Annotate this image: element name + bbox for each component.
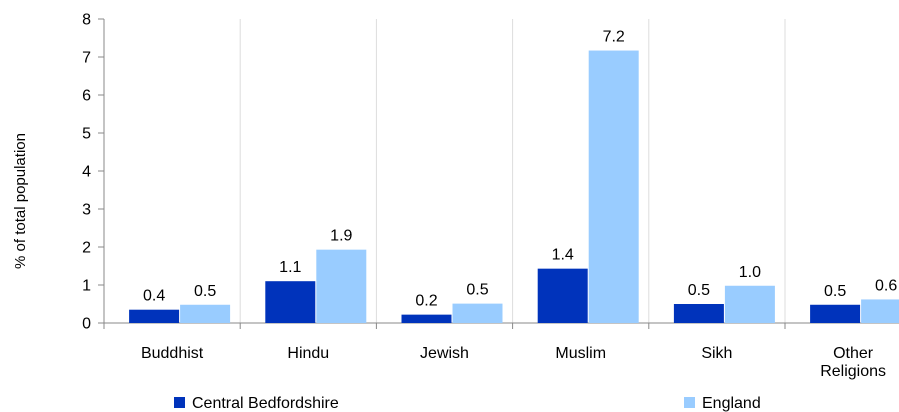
category-label: Jewish <box>420 345 469 362</box>
y-tick-label: 1 <box>82 278 91 295</box>
y-tick-label: 0 <box>82 316 91 333</box>
category-label: Buddhist <box>141 345 204 362</box>
bar-central-bedfordshire <box>129 309 180 323</box>
bar-england <box>180 304 231 323</box>
bars <box>129 50 899 323</box>
data-label: 0.4 <box>143 288 165 305</box>
data-label: 1.0 <box>739 264 761 281</box>
labels: Buddhist Hindu Jewish Muslim Sikh Other Religi… <box>141 29 897 380</box>
y-tick-label: 4 <box>82 164 91 181</box>
data-label: 1.4 <box>552 247 574 264</box>
grid <box>239 19 786 323</box>
bar-central-bedfordshire <box>537 268 588 323</box>
data-label: 1.9 <box>330 228 352 245</box>
data-label: 0.6 <box>875 277 897 294</box>
bar-central-bedfordshire <box>673 304 724 323</box>
bar-england <box>724 285 775 323</box>
bar-england <box>316 249 367 323</box>
y-tick-label: 2 <box>82 240 91 257</box>
data-label: 0.5 <box>194 283 216 300</box>
y-axis-title: % of total population <box>12 133 29 269</box>
legend: Central Bedfordshire England <box>174 395 761 412</box>
y-tick-label: 8 <box>82 12 91 29</box>
legend-swatch <box>684 397 695 408</box>
legend-label: Central Bedfordshire <box>192 395 339 412</box>
data-label: 0.5 <box>824 283 846 300</box>
y-tick-label: 5 <box>82 126 91 143</box>
data-label: 1.1 <box>279 259 301 276</box>
y-tick-label: 7 <box>82 50 91 67</box>
category-label: Other Religions <box>820 345 886 380</box>
data-label: 0.2 <box>415 293 437 310</box>
bar-england <box>588 50 639 323</box>
bar-central-bedfordshire <box>265 281 316 323</box>
bar-central-bedfordshire <box>401 314 452 323</box>
data-label: 0.5 <box>688 282 710 299</box>
data-label: 0.5 <box>466 282 488 299</box>
category-label: Muslim <box>555 345 606 362</box>
y-tick-label: 6 <box>82 88 91 105</box>
y-tick-label: 3 <box>82 202 91 219</box>
data-label: 7.2 <box>603 29 625 46</box>
bar-england <box>452 303 503 323</box>
legend-swatch <box>174 397 185 408</box>
bar-central-bedfordshire <box>810 304 861 323</box>
category-label: Hindu <box>287 345 329 362</box>
category-label: Sikh <box>701 345 732 362</box>
bar-england <box>861 299 899 323</box>
legend-label: England <box>702 395 761 412</box>
